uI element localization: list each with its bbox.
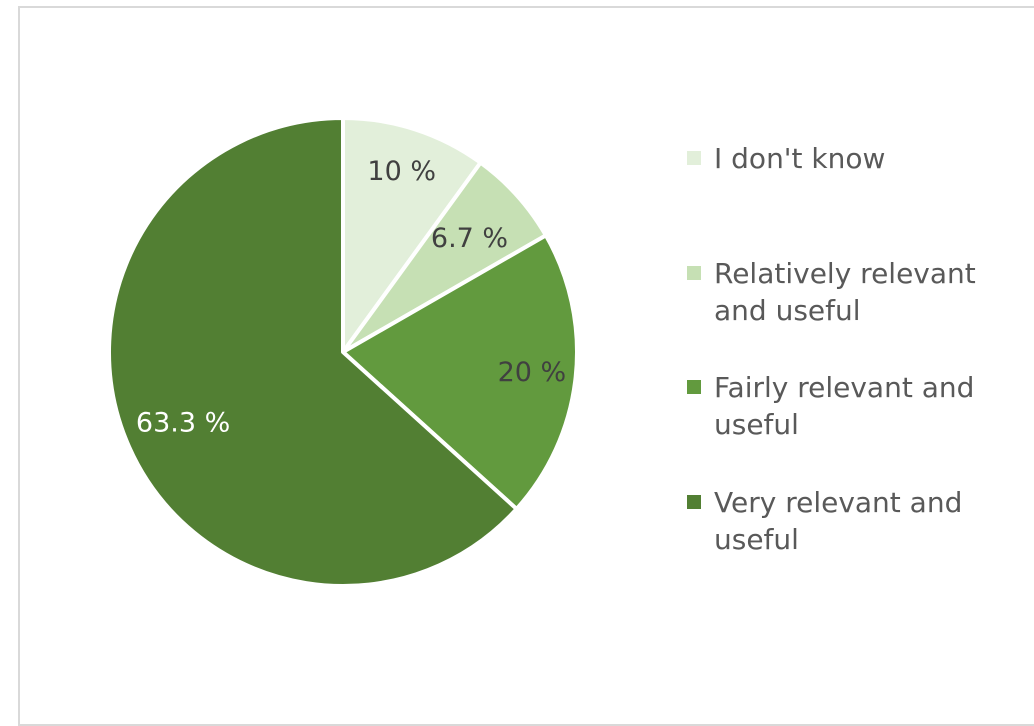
legend-swatch: [687, 380, 701, 394]
legend-swatch: [687, 151, 701, 165]
pie-slices: [107, 116, 579, 588]
legend-label: Fairly relevant and useful: [714, 371, 975, 441]
data-label: 20 %: [498, 357, 567, 388]
pie-slice-fairly-relevant-and-useful: [341, 233, 579, 511]
data-label: 63.3 %: [136, 408, 230, 439]
legend-label: Very relevant and useful: [714, 486, 963, 556]
legend-label: Relatively relevant and useful: [714, 257, 976, 327]
legend-item-fairly-relevant: Fairly relevant and useful: [687, 369, 1017, 443]
legend-item-relatively-relevant: Relatively relevant and useful: [687, 255, 1017, 329]
data-label: 10 %: [367, 156, 436, 187]
pie-slice-i-don-t-know: [341, 116, 483, 354]
legend-item-very-relevant: Very relevant and useful: [687, 484, 1017, 558]
legend-swatch: [687, 495, 701, 509]
legend-item-i-dont-know: I don't know: [687, 140, 1017, 177]
legend-label: I don't know: [714, 142, 886, 175]
data-label: 6.7 %: [431, 223, 508, 254]
pie-data-labels: 10 % 6.7 % 20 % 63.3 %: [136, 156, 566, 439]
pie-slice-very-relevant-and-useful: [107, 116, 519, 588]
legend-swatch: [687, 266, 701, 280]
pie-chart: 10 % 6.7 % 20 % 63.3 %: [107, 116, 579, 588]
